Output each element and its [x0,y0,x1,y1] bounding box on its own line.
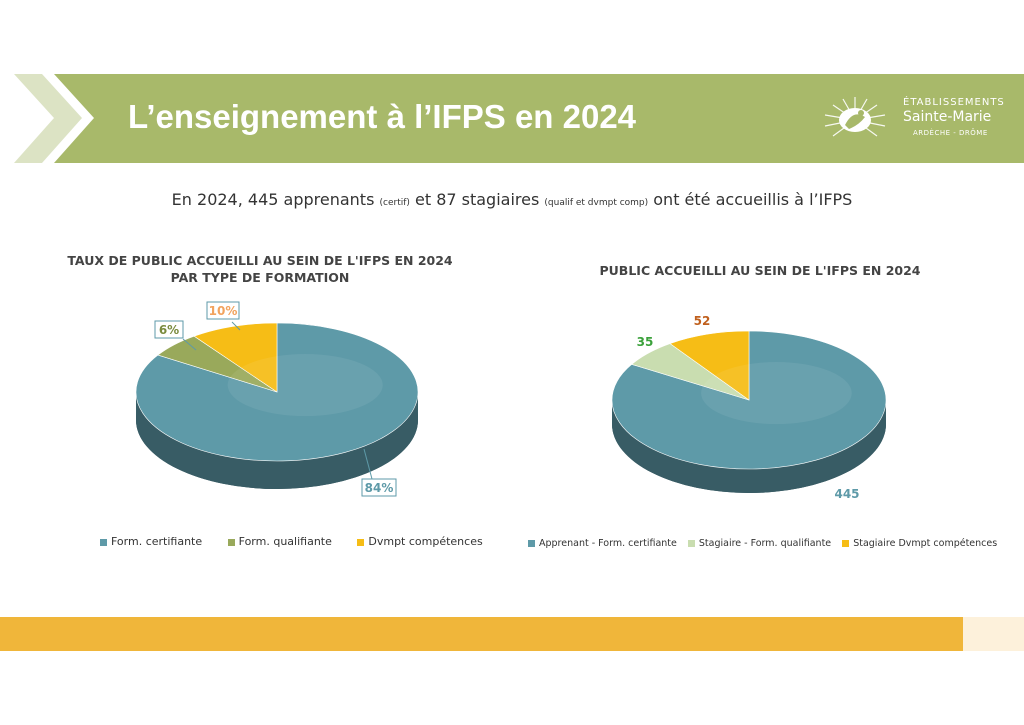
footer-bar [0,617,963,651]
legend-item-dvmpt-competences: Dvmpt compétences [357,535,483,548]
data-label-box [206,301,240,320]
sun-logo-icon [824,97,886,137]
pie-slice-1-2 [669,330,750,401]
footer-bar-tail [963,617,1024,651]
legend-item-form-qualifiante: Form. qualifiante [227,535,332,548]
data-label-1-0: 445 [834,487,859,501]
legend-item-stagiaire-dvmpt: Stagiaire Dvmpt compétences [842,538,997,549]
legend-swatch [227,538,235,546]
leader-line [231,321,241,331]
legend-swatch [100,538,107,546]
pie-slice-0-2 [193,322,278,393]
intro-part-3: ont été accueillis à l’IFPS [648,190,853,209]
legend-item-apprenant: Apprenant - Form. certifiante [528,538,677,549]
data-label-0-1: 6% [159,323,179,337]
leader-line [363,448,373,480]
logo: ÉTABLISSEMENTS Sainte-Marie ARDÈCHE - DR… [815,95,1005,145]
logo-line-3: ARDÈCHE - DRÔME [913,129,988,137]
legend-swatch [842,540,850,547]
page-title: L’enseignement à l’IFPS en 2024 [128,98,637,135]
leader-line [182,338,197,351]
intro-part-2: et 87 stagiaires [409,190,545,209]
intro-small-1: (certif) [379,198,410,208]
intro-part-1: En 2024, 445 apprenants [171,190,380,209]
logo-line-2: Sainte-Marie [903,109,992,125]
banner-shape [14,74,1024,163]
legend-label: Stagiaire Dvmpt compétences [853,538,998,549]
data-label-box [361,478,397,497]
legend-item-form-certifiante: Form. certifiante [100,535,202,548]
legend-swatch [687,540,695,547]
legend-label: Dvmpt compétences [368,535,483,548]
legend-label: Apprenant - Form. certifiante [539,538,677,549]
data-label-0-0: 84% [365,481,394,495]
chart1-title-line-1: TAUX DE PUBLIC ACCUEILLI AU SEIN DE L'IF… [67,253,453,268]
header-banner [0,74,1024,163]
chart2-legend: Apprenant - Form. certifiante Stagiaire … [528,538,1005,549]
legend-label: Stagiaire - Form. qualifiante [698,538,832,549]
data-label-1-2: 52 [694,314,711,328]
intro-small-2: (qualif et dvmpt comp) [544,198,649,208]
legend-label: Form. qualifiante [238,535,332,548]
data-label-box [154,320,184,339]
pie-highlight [701,362,852,425]
chart2-title: PUBLIC ACCUEILLI AU SEIN DE L'IFPS EN 20… [599,263,921,278]
logo-line-1: ÉTABLISSEMENTS [903,97,1005,108]
legend-swatch [357,538,365,546]
chart1-legend: Form. certifiante Form. qualifiante Dvmp… [100,535,505,548]
legend-label: Form. certifiante [111,535,203,548]
intro-text: En 2024, 445 apprenants (certif) et 87 s… [0,190,1024,209]
pie-highlight [227,354,383,417]
chart1-title: TAUX DE PUBLIC ACCUEILLI AU SEIN DE L'IF… [60,252,460,286]
legend-item-stagiaire-qualifiante: Stagiaire - Form. qualifiante [687,538,832,549]
legend-swatch [528,540,535,547]
chart1-title-line-2: PAR TYPE DE FORMATION [170,270,350,285]
data-label-0-2: 10% [209,304,238,318]
data-label-1-1: 35 [637,335,654,349]
